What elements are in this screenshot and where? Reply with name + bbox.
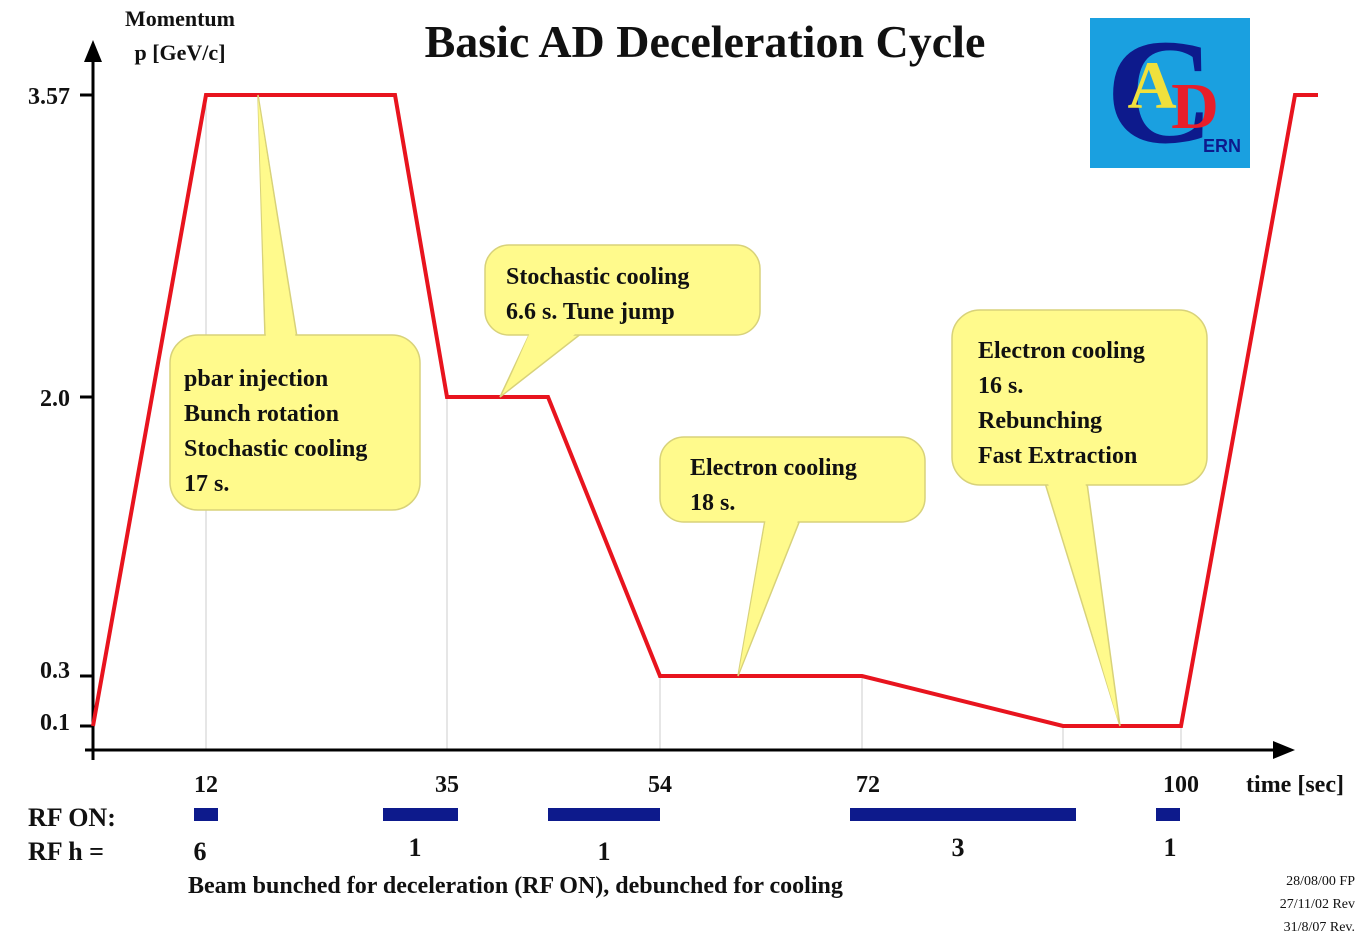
rf-on-label: RF ON:: [28, 803, 116, 832]
callout-text: Stochastic cooling: [184, 436, 367, 462]
title: Basic AD Deceleration Cycle: [425, 16, 986, 67]
rf-on-bars: [194, 808, 1180, 821]
y-tick-label: 3.57: [28, 84, 70, 110]
callout: [169, 94, 421, 511]
revision: 27/11/02 Rev: [1280, 897, 1355, 912]
x-tick-label: 54: [648, 772, 672, 798]
x-tick-label: 100: [1163, 772, 1199, 798]
logo-letter: A: [1127, 47, 1176, 123]
y-tick-label: 0.3: [40, 658, 70, 684]
rf-h-value: 1: [1164, 833, 1177, 862]
rf-h-value: 1: [409, 833, 422, 862]
callout-text: Electron cooling: [978, 338, 1145, 364]
logo-letter: ERN: [1203, 136, 1241, 156]
callout-text: 17 s.: [184, 471, 229, 497]
callout-text: Fast Extraction: [978, 443, 1137, 469]
axes: [80, 55, 1280, 760]
revision: 28/08/00 FP: [1286, 874, 1355, 889]
logo-letter: D: [1171, 70, 1219, 143]
x-arrow: [1273, 741, 1295, 759]
x-tick-label: 35: [435, 772, 459, 798]
momentum-curve: [91, 93, 1318, 728]
rf-h-value: 3: [952, 833, 965, 862]
x-tick-label: 72: [856, 772, 880, 798]
x-axis-label: time [sec]: [1246, 772, 1344, 798]
rf-h-label: RF h =: [28, 837, 104, 866]
note: Beam bunched for deceleration (RF ON), d…: [188, 873, 843, 899]
y-tick-label: 0.1: [40, 710, 70, 736]
logo-letter: C: [1106, 9, 1214, 175]
revision: 31/8/07 Rev.: [1284, 920, 1355, 935]
y-axis-label: Momentum: [125, 6, 235, 31]
callout-text: Electron cooling: [690, 455, 857, 481]
y-tick-label: 2.0: [40, 386, 70, 412]
callout-text: 6.6 s. Tune jump: [506, 299, 675, 325]
callout-text: Rebunching: [978, 408, 1102, 434]
y-arrow: [84, 40, 102, 62]
callout-text: Bunch rotation: [184, 401, 339, 427]
callout-text: pbar injection: [184, 366, 328, 392]
rf-h-value: 1: [598, 837, 611, 866]
x-tick-label: 12: [194, 772, 218, 798]
callout: [484, 244, 761, 398]
callout-text: Stochastic cooling: [506, 264, 689, 290]
rf-h-value: 6: [194, 837, 207, 866]
callout-text: 16 s.: [978, 373, 1023, 399]
callout: [659, 436, 926, 677]
callout: [951, 309, 1208, 727]
logo: C A D ERN: [1090, 9, 1250, 175]
callout-text: 18 s.: [690, 490, 735, 516]
y-axis-label: p [GeV/c]: [134, 40, 225, 65]
